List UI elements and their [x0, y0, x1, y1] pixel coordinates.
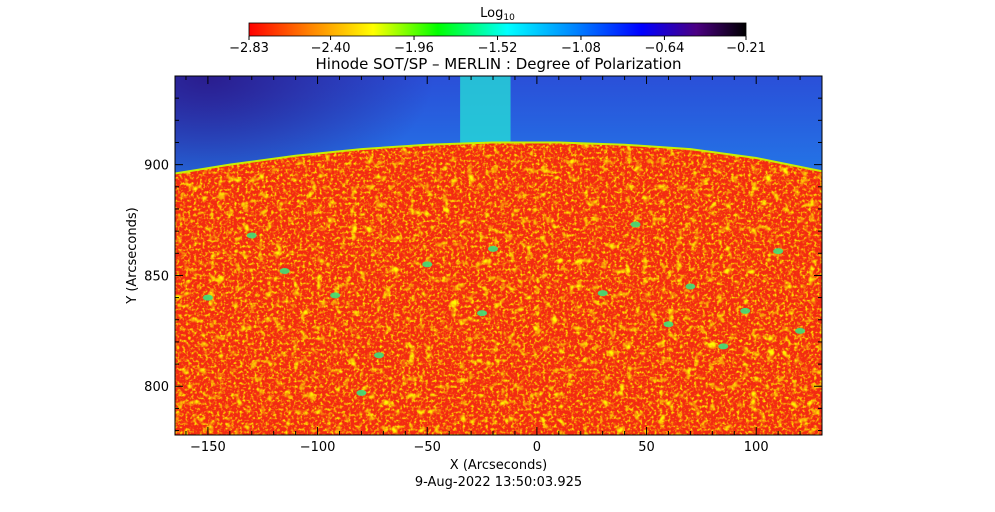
- green-patch: [740, 307, 751, 314]
- colorbar-tick-label: −2.40: [311, 41, 351, 56]
- colorbar-tick-label: −1.08: [561, 41, 601, 56]
- x-axis: −150 −100 −50 0 50 100: [185, 76, 823, 455]
- green-patch: [488, 245, 499, 252]
- chart-title: Hinode SOT/SP – MERLIN : Degree of Polar…: [316, 55, 682, 73]
- y-tick-label: 800: [144, 380, 169, 395]
- x-tick-label: 0: [533, 440, 541, 455]
- x-axis-label: X (Arcseconds): [450, 458, 547, 473]
- green-patch: [477, 310, 488, 317]
- green-patch: [373, 352, 384, 359]
- x-tick-label: −100: [300, 440, 336, 455]
- observation-timestamp: 9-Aug-2022 13:50:03.925: [415, 475, 582, 490]
- green-patches: [202, 221, 806, 396]
- green-patch: [279, 268, 290, 275]
- colorbar-tick-label: −0.21: [726, 41, 766, 56]
- green-patch: [356, 389, 367, 396]
- green-patch: [330, 292, 341, 299]
- colorbar: Log10 −2.83 −2.40 −1.96 −1.52 −1.08 −0.64 −0.2…: [229, 6, 766, 56]
- y-axis: 800 850 900: [144, 75, 822, 432]
- y-tick-label: 900: [144, 159, 169, 174]
- colorbar-tick-label: −0.64: [645, 41, 685, 56]
- green-patch: [630, 221, 641, 228]
- colorbar-label: Log10: [480, 6, 515, 23]
- green-patch: [718, 343, 729, 350]
- colorbar-gradient: [248, 22, 747, 37]
- green-patch: [685, 283, 696, 290]
- solar-limb-line: [175, 141, 822, 175]
- off-limb-plume: [460, 76, 511, 143]
- green-patch: [773, 248, 784, 255]
- green-patch: [422, 261, 433, 268]
- polarization-map: [175, 76, 822, 435]
- y-axis-label: Y (Arcseconds): [125, 207, 140, 304]
- x-tick-label: 50: [638, 440, 655, 455]
- disk-texture-coarse: [175, 142, 822, 435]
- x-tick-label: −50: [414, 440, 441, 455]
- y-tick-label: 850: [144, 269, 169, 284]
- green-patch: [597, 290, 608, 297]
- x-tick-label: 100: [744, 440, 769, 455]
- colorbar-tick-label: −1.52: [478, 41, 518, 56]
- colorbar-tick-label: −1.96: [394, 41, 434, 56]
- plot-frame: [174, 75, 823, 436]
- green-patch: [246, 232, 257, 239]
- colorbar-tick-label: −2.83: [229, 41, 269, 56]
- green-patch: [202, 294, 213, 301]
- x-tick-label: −150: [190, 440, 226, 455]
- green-patch: [795, 327, 806, 334]
- green-patch: [663, 321, 674, 328]
